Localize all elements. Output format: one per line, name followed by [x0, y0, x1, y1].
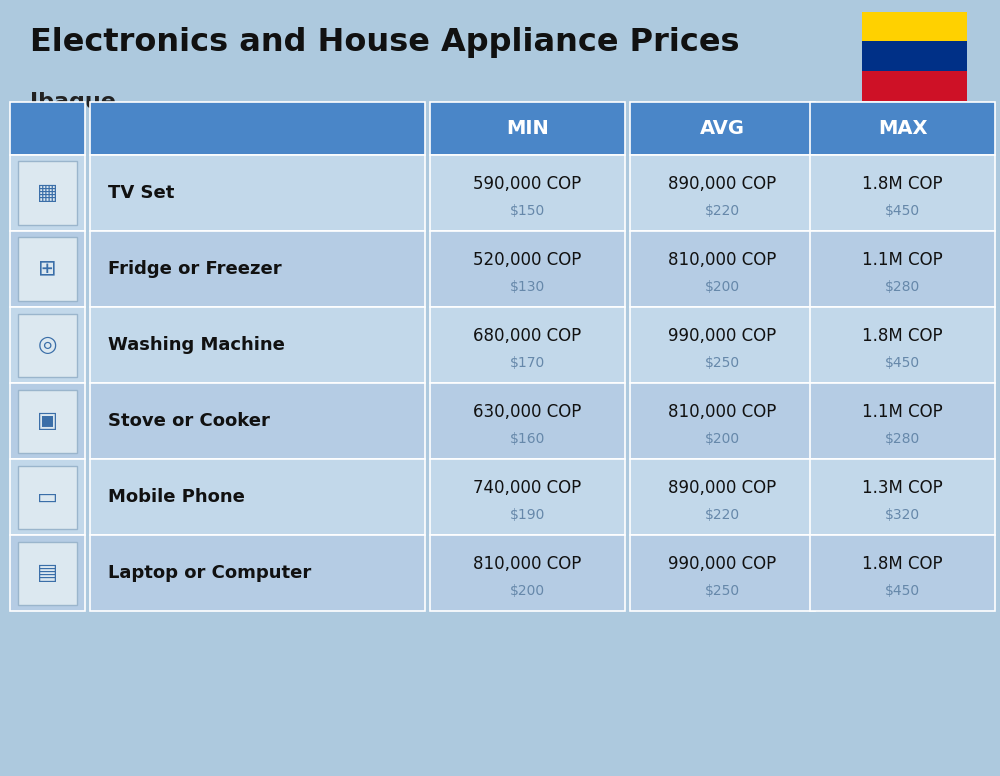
Text: $200: $200 [705, 280, 740, 294]
FancyBboxPatch shape [810, 102, 995, 155]
Text: Ibague: Ibague [30, 92, 116, 112]
Text: ▭: ▭ [37, 487, 58, 508]
FancyBboxPatch shape [810, 383, 995, 459]
FancyBboxPatch shape [810, 231, 995, 307]
FancyBboxPatch shape [18, 390, 77, 453]
FancyBboxPatch shape [10, 459, 85, 535]
FancyBboxPatch shape [10, 535, 85, 611]
Text: Washing Machine: Washing Machine [108, 336, 285, 355]
FancyBboxPatch shape [430, 383, 625, 459]
FancyBboxPatch shape [862, 12, 967, 41]
FancyBboxPatch shape [430, 231, 625, 307]
Text: ⊞: ⊞ [38, 259, 57, 279]
FancyBboxPatch shape [430, 155, 625, 231]
FancyBboxPatch shape [810, 535, 995, 611]
FancyBboxPatch shape [10, 102, 85, 155]
FancyBboxPatch shape [18, 466, 77, 529]
FancyBboxPatch shape [10, 155, 85, 231]
Text: Mobile Phone: Mobile Phone [108, 488, 245, 507]
FancyBboxPatch shape [630, 307, 815, 383]
Text: Stove or Cooker: Stove or Cooker [108, 412, 270, 431]
FancyBboxPatch shape [430, 102, 625, 155]
Text: AVG: AVG [700, 120, 745, 138]
FancyBboxPatch shape [630, 231, 815, 307]
Text: Laptop or Computer: Laptop or Computer [108, 564, 311, 583]
FancyBboxPatch shape [862, 41, 967, 71]
FancyBboxPatch shape [18, 314, 77, 377]
FancyBboxPatch shape [90, 155, 425, 231]
FancyBboxPatch shape [90, 231, 425, 307]
FancyBboxPatch shape [430, 307, 625, 383]
FancyBboxPatch shape [810, 307, 995, 383]
Text: 590,000 COP: 590,000 COP [473, 175, 582, 193]
Text: 810,000 COP: 810,000 COP [668, 251, 777, 269]
FancyBboxPatch shape [630, 102, 815, 155]
FancyBboxPatch shape [10, 231, 85, 307]
Text: ▦: ▦ [37, 183, 58, 203]
Text: $150: $150 [510, 204, 545, 218]
Text: 990,000 COP: 990,000 COP [668, 327, 777, 345]
FancyBboxPatch shape [630, 383, 815, 459]
FancyBboxPatch shape [90, 383, 425, 459]
Text: $450: $450 [885, 356, 920, 370]
Text: $160: $160 [510, 432, 545, 446]
Text: TV Set: TV Set [108, 184, 174, 203]
FancyBboxPatch shape [430, 535, 625, 611]
Text: 520,000 COP: 520,000 COP [473, 251, 582, 269]
Text: 740,000 COP: 740,000 COP [473, 480, 582, 497]
Text: $280: $280 [885, 432, 920, 446]
Text: 890,000 COP: 890,000 COP [668, 480, 777, 497]
Text: Fridge or Freezer: Fridge or Freezer [108, 260, 282, 279]
FancyBboxPatch shape [10, 307, 85, 383]
Text: 810,000 COP: 810,000 COP [473, 556, 582, 573]
Text: MIN: MIN [506, 120, 549, 138]
Text: $200: $200 [705, 432, 740, 446]
Text: $190: $190 [510, 508, 545, 522]
FancyBboxPatch shape [18, 237, 77, 301]
Text: 990,000 COP: 990,000 COP [668, 556, 777, 573]
Text: $250: $250 [705, 584, 740, 598]
Text: ◎: ◎ [38, 335, 57, 355]
Text: $450: $450 [885, 204, 920, 218]
Text: $280: $280 [885, 280, 920, 294]
Text: 1.8M COP: 1.8M COP [862, 556, 943, 573]
FancyBboxPatch shape [90, 307, 425, 383]
Text: 1.8M COP: 1.8M COP [862, 175, 943, 193]
Text: 810,000 COP: 810,000 COP [668, 404, 777, 421]
FancyBboxPatch shape [630, 535, 815, 611]
Text: $170: $170 [510, 356, 545, 370]
Text: $200: $200 [510, 584, 545, 598]
Text: $250: $250 [705, 356, 740, 370]
Text: MAX: MAX [878, 120, 927, 138]
Text: $450: $450 [885, 584, 920, 598]
Text: 1.1M COP: 1.1M COP [862, 251, 943, 269]
FancyBboxPatch shape [90, 102, 425, 155]
FancyBboxPatch shape [10, 383, 85, 459]
Text: 890,000 COP: 890,000 COP [668, 175, 777, 193]
FancyBboxPatch shape [630, 459, 815, 535]
FancyBboxPatch shape [810, 155, 995, 231]
Text: $220: $220 [705, 508, 740, 522]
Text: $220: $220 [705, 204, 740, 218]
Text: Electronics and House Appliance Prices: Electronics and House Appliance Prices [30, 27, 740, 58]
FancyBboxPatch shape [90, 459, 425, 535]
Text: 1.1M COP: 1.1M COP [862, 404, 943, 421]
FancyBboxPatch shape [90, 535, 425, 611]
FancyBboxPatch shape [810, 459, 995, 535]
FancyBboxPatch shape [18, 161, 77, 225]
Text: $130: $130 [510, 280, 545, 294]
Text: 1.3M COP: 1.3M COP [862, 480, 943, 497]
FancyBboxPatch shape [630, 155, 815, 231]
Text: 1.8M COP: 1.8M COP [862, 327, 943, 345]
Text: 630,000 COP: 630,000 COP [473, 404, 582, 421]
Text: ▣: ▣ [37, 411, 58, 431]
Text: 680,000 COP: 680,000 COP [473, 327, 582, 345]
FancyBboxPatch shape [430, 459, 625, 535]
FancyBboxPatch shape [18, 542, 77, 605]
Text: $320: $320 [885, 508, 920, 522]
FancyBboxPatch shape [862, 71, 967, 101]
Text: ▤: ▤ [37, 563, 58, 584]
